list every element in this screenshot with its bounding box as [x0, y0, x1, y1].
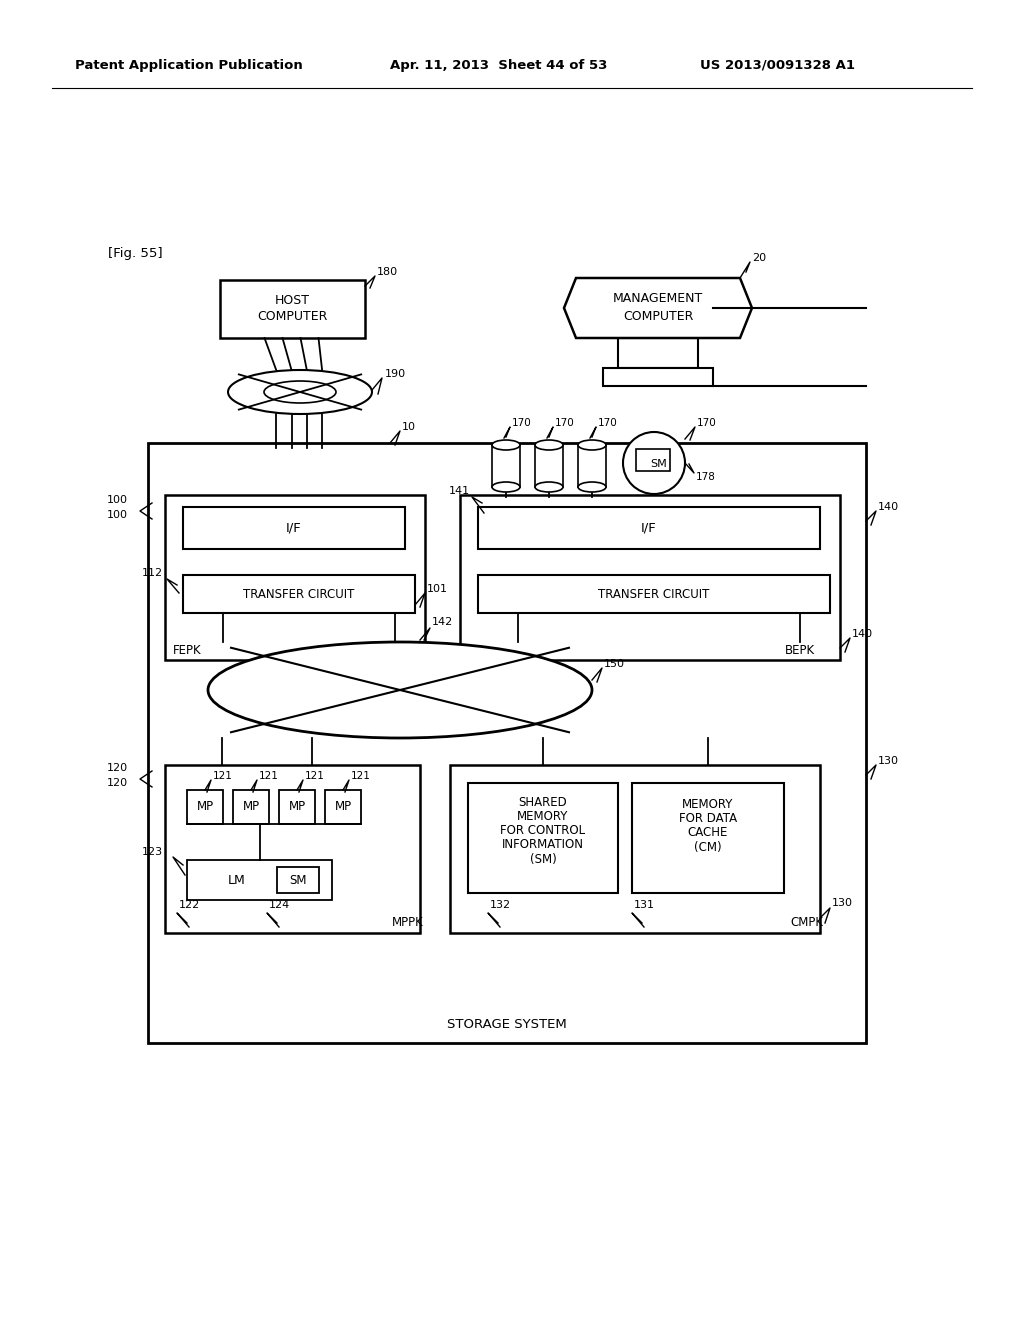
Text: 101: 101 — [427, 583, 449, 594]
Polygon shape — [564, 279, 752, 338]
Ellipse shape — [492, 440, 520, 450]
Bar — [325, 789, 361, 824]
Ellipse shape — [228, 370, 372, 414]
Bar — [535, 445, 563, 487]
Text: US 2013/0091328 A1: US 2013/0091328 A1 — [700, 58, 855, 71]
Text: I/F: I/F — [286, 521, 302, 535]
Ellipse shape — [535, 482, 563, 492]
Text: 121: 121 — [213, 771, 232, 781]
Ellipse shape — [578, 440, 606, 450]
Text: 170: 170 — [512, 418, 531, 428]
Text: 120: 120 — [106, 777, 128, 788]
Bar — [632, 783, 784, 894]
Text: 170: 170 — [598, 418, 617, 428]
Text: 120: 120 — [106, 763, 128, 774]
Text: SM: SM — [650, 459, 668, 469]
Text: MP: MP — [197, 800, 214, 813]
Text: Apr. 11, 2013  Sheet 44 of 53: Apr. 11, 2013 Sheet 44 of 53 — [390, 58, 607, 71]
Bar — [468, 783, 618, 894]
Ellipse shape — [578, 482, 606, 492]
Bar — [233, 789, 269, 824]
Bar — [618, 338, 698, 368]
Ellipse shape — [208, 642, 592, 738]
Text: 130: 130 — [878, 756, 899, 766]
Bar — [278, 867, 319, 894]
Ellipse shape — [535, 440, 563, 450]
Text: INFORMATION: INFORMATION — [502, 838, 584, 851]
Bar — [183, 507, 406, 549]
Text: [Fig. 55]: [Fig. 55] — [108, 247, 163, 260]
Text: MEMORY: MEMORY — [682, 799, 733, 812]
Bar — [578, 445, 606, 487]
Text: 100: 100 — [106, 510, 128, 520]
Text: TRANSFER CIRCUIT: TRANSFER CIRCUIT — [244, 587, 354, 601]
Text: MPPK: MPPK — [392, 916, 424, 929]
Text: LM: LM — [228, 874, 246, 887]
Text: 123: 123 — [142, 847, 163, 857]
Text: (SM): (SM) — [529, 853, 556, 866]
Text: 121: 121 — [351, 771, 371, 781]
Text: 121: 121 — [305, 771, 325, 781]
Bar — [492, 445, 520, 487]
Text: MEMORY: MEMORY — [517, 810, 568, 824]
Bar — [450, 766, 820, 933]
Text: MP: MP — [243, 800, 259, 813]
Text: FEPK: FEPK — [173, 644, 202, 656]
Text: FOR DATA: FOR DATA — [679, 813, 737, 825]
Text: 121: 121 — [259, 771, 279, 781]
Text: 150: 150 — [604, 659, 625, 669]
Bar — [187, 861, 332, 900]
Text: 170: 170 — [555, 418, 574, 428]
Text: 140: 140 — [852, 630, 873, 639]
Text: MP: MP — [335, 800, 351, 813]
Text: TRANSFER CIRCUIT: TRANSFER CIRCUIT — [598, 587, 710, 601]
Bar — [478, 507, 820, 549]
Bar — [148, 444, 866, 1043]
Text: 10: 10 — [402, 422, 416, 432]
Text: I/F: I/F — [641, 521, 656, 535]
Text: HOST: HOST — [275, 294, 310, 308]
Text: 130: 130 — [831, 898, 853, 908]
Text: 20: 20 — [752, 253, 766, 263]
Bar — [603, 368, 713, 385]
Bar — [220, 280, 365, 338]
Text: 170: 170 — [697, 418, 717, 428]
Text: 131: 131 — [634, 900, 655, 909]
Text: FOR CONTROL: FOR CONTROL — [501, 825, 586, 837]
Text: 122: 122 — [179, 900, 201, 909]
Text: SM: SM — [289, 874, 307, 887]
Ellipse shape — [623, 432, 685, 494]
Text: COMPUTER: COMPUTER — [623, 310, 693, 323]
Text: BEPK: BEPK — [785, 644, 815, 656]
Text: 141: 141 — [449, 486, 470, 496]
Text: (CM): (CM) — [694, 841, 722, 854]
Text: MP: MP — [289, 800, 305, 813]
Bar — [636, 449, 670, 471]
Bar — [478, 576, 830, 612]
Text: CACHE: CACHE — [688, 826, 728, 840]
Bar — [165, 495, 425, 660]
Text: 140: 140 — [878, 502, 899, 512]
Bar — [187, 789, 223, 824]
Ellipse shape — [264, 381, 336, 403]
Text: 178: 178 — [696, 473, 716, 482]
Bar — [183, 576, 415, 612]
Text: 190: 190 — [385, 370, 407, 379]
Text: SHARED: SHARED — [518, 796, 567, 809]
Text: 100: 100 — [106, 495, 128, 506]
Text: 142: 142 — [432, 616, 454, 627]
Text: Patent Application Publication: Patent Application Publication — [75, 58, 303, 71]
Bar — [460, 495, 840, 660]
Bar — [279, 789, 315, 824]
Text: 180: 180 — [377, 267, 398, 277]
Text: CMPK: CMPK — [790, 916, 823, 929]
Text: 112: 112 — [142, 568, 163, 578]
Text: MANAGEMENT: MANAGEMENT — [613, 293, 703, 305]
Text: 124: 124 — [269, 900, 290, 909]
Ellipse shape — [492, 482, 520, 492]
Bar — [165, 766, 420, 933]
Text: STORAGE SYSTEM: STORAGE SYSTEM — [447, 1019, 567, 1031]
Text: 132: 132 — [490, 900, 511, 909]
Text: COMPUTER: COMPUTER — [257, 310, 328, 323]
